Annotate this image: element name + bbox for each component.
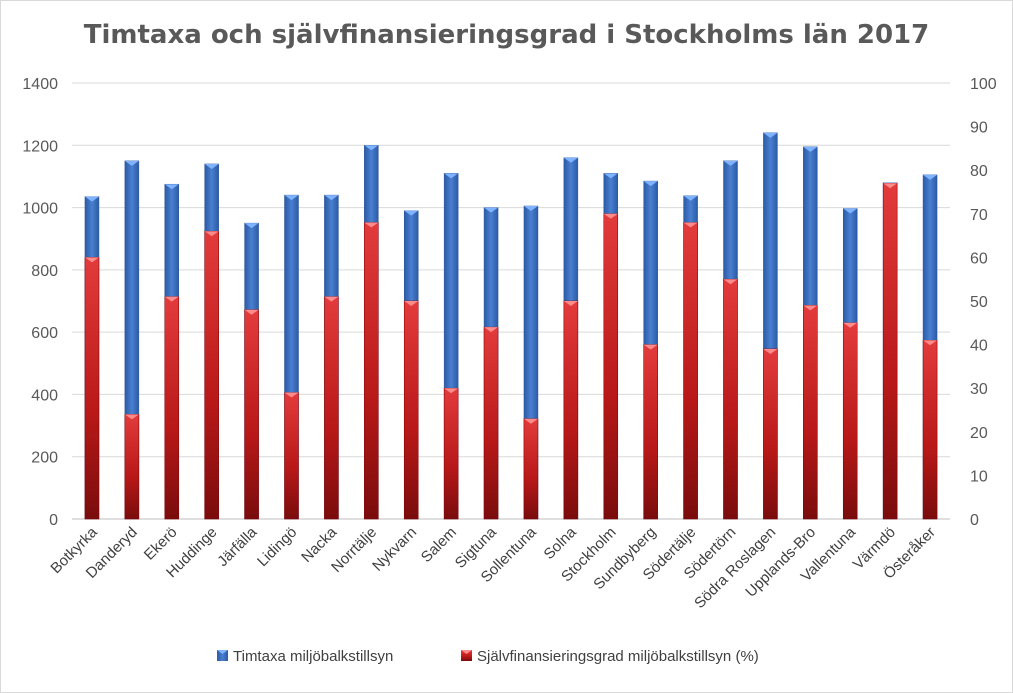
bar-sjalvfinansieringsgrad [124, 414, 140, 520]
legend: Timtaxa miljöbalkstillsyn Självfinansieri… [217, 648, 759, 665]
y-left-tick-label: 800 [31, 263, 58, 280]
bar-timtaxa-cap [404, 210, 419, 216]
bar-sjalvfinansieringsgrad-cap [683, 222, 698, 228]
bar-sjalvfinansieringsgrad [523, 418, 539, 520]
bar-sjalvfinansieringsgrad [922, 339, 938, 520]
bars-layer [84, 132, 938, 520]
bar-timtaxa-cap [484, 207, 499, 213]
bar-sjalvfinansieringsgrad [723, 278, 738, 520]
bar-sjalvfinansieringsgrad-cap [923, 340, 938, 346]
y-right-tick-label: 0 [970, 512, 979, 529]
bar-sjalvfinansieringsgrad-cap [563, 301, 578, 306]
bar-sjalvfinansieringsgrad [882, 183, 898, 520]
legend-item-timtaxa-swatch-cap [217, 650, 228, 654]
bar-sjalvfinansieringsgrad-cap [164, 296, 179, 302]
bar-sjalvfinansieringsgrad [284, 392, 299, 520]
y-right-tick-label: 20 [970, 425, 988, 442]
bar-timtaxa-cap [923, 174, 938, 180]
bar-sjalvfinansieringsgrad-cap [883, 183, 898, 189]
y-right-tick-label: 100 [970, 76, 997, 93]
bar-sjalvfinansieringsgrad [803, 305, 818, 520]
bar-sjalvfinansieringsgrad-cap [244, 309, 259, 315]
legend-item-sjalvfinansieringsgrad-swatch [461, 650, 472, 661]
bar-timtaxa-cap [643, 181, 658, 187]
legend-item-timtaxa-label: Timtaxa miljöbalkstillsyn [233, 648, 393, 665]
bar-timtaxa-cap [563, 157, 578, 163]
bar-timtaxa-cap [164, 184, 179, 190]
x-category-label: Lidingö [254, 524, 300, 570]
bar-sjalvfinansieringsgrad-cap [444, 388, 459, 394]
bar-timtaxa-cap [204, 163, 219, 169]
bar-sjalvfinansieringsgrad [84, 257, 100, 520]
bar-sjalvfinansieringsgrad [244, 309, 259, 520]
x-category-label: Nykvarn [369, 524, 420, 575]
y-left-tick-label: 0 [49, 512, 58, 529]
bar-timtaxa-cap [364, 145, 379, 151]
bar-sjalvfinansieringsgrad-cap [404, 301, 419, 306]
bar-sjalvfinansieringsgrad-cap [204, 231, 219, 237]
bar-sjalvfinansieringsgrad-cap [643, 344, 658, 350]
legend-item-sjalvfinansieringsgrad-label: Självfinansieringsgrad miljöbalkstillsyn… [477, 648, 759, 665]
y-left-tick-label: 400 [31, 387, 58, 404]
bar-sjalvfinansieringsgrad [683, 222, 698, 520]
bar-sjalvfinansieringsgrad [443, 387, 459, 520]
bar-sjalvfinansieringsgrad [643, 344, 658, 520]
bar-sjalvfinansieringsgrad-cap [284, 392, 299, 398]
bar-sjalvfinansieringsgrad-cap [124, 414, 139, 420]
bar-timtaxa-cap [723, 160, 738, 166]
bar-timtaxa-cap [803, 146, 818, 152]
bar-sjalvfinansieringsgrad-cap [523, 418, 538, 424]
legend-item-timtaxa-swatch [217, 650, 228, 661]
y-left-tick-label: 600 [31, 325, 58, 342]
y-left-tick-label: 1000 [22, 201, 58, 218]
y-right-tick-label: 80 [970, 163, 988, 180]
bar-sjalvfinansieringsgrad [164, 296, 180, 520]
bar-sjalvfinansieringsgrad-cap [603, 213, 618, 219]
bar-sjalvfinansieringsgrad-cap [324, 296, 339, 302]
bar-sjalvfinansieringsgrad [364, 222, 379, 520]
legend-item-sjalvfinansieringsgrad-swatch-cap [461, 650, 472, 654]
x-category-label: Järfälla [214, 523, 261, 570]
bar-sjalvfinansieringsgrad [763, 348, 778, 520]
bar-timtaxa-cap [683, 195, 698, 201]
y-left-tick-label: 1200 [22, 138, 58, 155]
bar-sjalvfinansieringsgrad-cap [484, 327, 499, 333]
y-right-tick-label: 60 [970, 250, 988, 267]
y-right-tick-label: 10 [970, 468, 988, 485]
bar-timtaxa-cap [324, 195, 339, 201]
bar-sjalvfinansieringsgrad-cap [763, 348, 778, 354]
bar-timtaxa-cap [284, 195, 299, 201]
bar-sjalvfinansieringsgrad [563, 300, 579, 520]
y-right-tick-label: 30 [970, 381, 988, 398]
bar-timtaxa-cap [124, 160, 139, 166]
bar-sjalvfinansieringsgrad-cap [723, 279, 738, 285]
bar-sjalvfinansieringsgrad-cap [803, 305, 818, 311]
bar-sjalvfinansieringsgrad-cap [84, 257, 99, 263]
bar-sjalvfinansieringsgrad [842, 322, 858, 520]
y-right-tick-label: 90 [970, 120, 988, 137]
bar-sjalvfinansieringsgrad [403, 300, 419, 520]
bar-sjalvfinansieringsgrad [204, 230, 219, 520]
bar-sjalvfinansieringsgrad-cap [364, 222, 379, 228]
y-right-tick-label: 50 [970, 294, 988, 311]
bar-timtaxa-cap [444, 173, 459, 179]
chart-title: Timtaxa och självfinansieringsgrad i Sto… [83, 20, 930, 50]
bar-timtaxa-cap [843, 208, 858, 214]
bar-sjalvfinansieringsgrad [483, 326, 499, 520]
y-left-tick-label: 1400 [22, 76, 58, 93]
bar-sjalvfinansieringsgrad [603, 213, 619, 520]
bar-timtaxa-cap [244, 223, 259, 229]
bar-timtaxa-cap [763, 132, 778, 138]
bar-timtaxa-cap [84, 196, 99, 202]
bar-timtaxa-cap [523, 206, 538, 212]
y-right-tick-label: 40 [970, 338, 988, 355]
y-right-tick-label: 70 [970, 207, 988, 224]
bar-sjalvfinansieringsgrad [324, 296, 339, 520]
grid-layer [72, 82, 950, 520]
bar-sjalvfinansieringsgrad-cap [843, 322, 858, 328]
bar-timtaxa-cap [603, 173, 618, 179]
y-left-tick-label: 200 [31, 450, 58, 467]
